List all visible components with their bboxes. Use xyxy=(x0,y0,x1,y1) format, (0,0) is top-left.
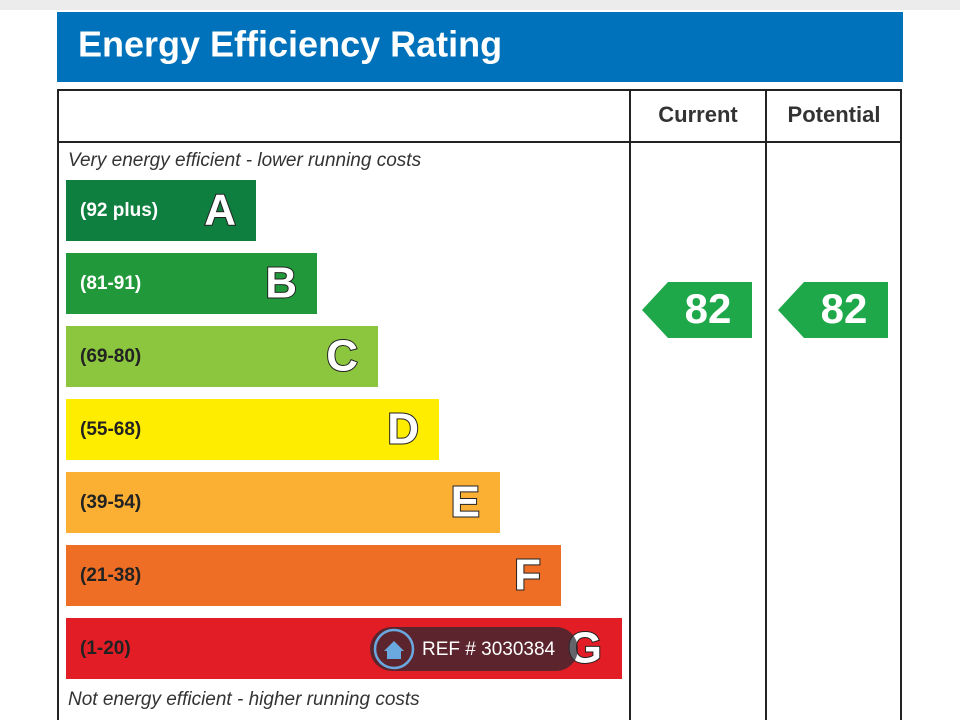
band-letter: B xyxy=(265,259,297,308)
watermark: REF # 3030384 xyxy=(370,627,578,671)
band xyxy=(66,326,378,387)
top-strip xyxy=(0,0,960,10)
band-range: (1-20) xyxy=(80,638,131,659)
note-top: Very energy efficient - lower running co… xyxy=(68,150,422,171)
band-letter: D xyxy=(387,405,419,454)
band-range: (81-91) xyxy=(80,273,141,294)
column-header: Current xyxy=(658,102,738,127)
band xyxy=(66,399,439,460)
table-frame xyxy=(57,89,902,720)
band-range: (69-80) xyxy=(80,346,141,367)
band xyxy=(66,545,561,606)
rating-arrow xyxy=(642,282,752,338)
rating-arrow xyxy=(778,282,888,338)
band-range: (55-68) xyxy=(80,419,141,440)
title: Energy Efficiency Rating xyxy=(78,24,502,65)
band-letter: A xyxy=(204,186,236,235)
column-header: Potential xyxy=(788,102,881,127)
band-letter: F xyxy=(514,551,541,600)
band-letter: C xyxy=(326,332,358,381)
band-range: (39-54) xyxy=(80,492,141,513)
band xyxy=(66,180,256,241)
rating-arrows: 82 82 xyxy=(642,282,888,338)
rating-value: 82 xyxy=(821,285,868,332)
watermark-text: REF # 3030384 xyxy=(422,639,556,660)
note-bottom: Not energy efficient - higher running co… xyxy=(68,689,420,710)
bands: (92 plus) A (81-91) B (69-80) C (55-68) D (39-54… xyxy=(66,180,622,679)
band-range: (92 plus) xyxy=(80,200,158,221)
band-range: (21-38) xyxy=(80,565,141,586)
band xyxy=(66,472,500,533)
band xyxy=(66,253,317,314)
rating-value: 82 xyxy=(685,285,732,332)
band-letter: E xyxy=(451,478,480,527)
header-bar xyxy=(57,12,903,82)
